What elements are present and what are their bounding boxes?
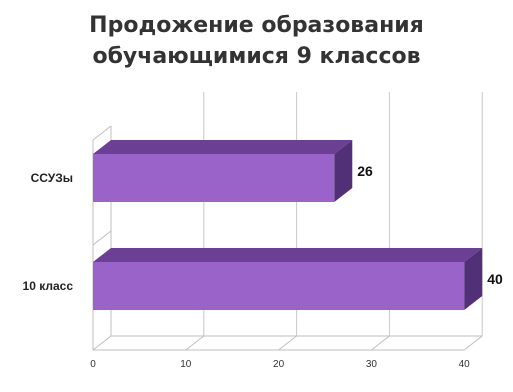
bar: [93, 154, 335, 202]
floor-depth-line: [185, 335, 205, 351]
chart-title-line-2: обучающимися 9 классов: [92, 44, 421, 69]
x-tick-label: 10: [180, 359, 192, 370]
x-tick-label: 30: [366, 359, 378, 370]
x-tick-label: 0: [90, 359, 96, 370]
category-divider: [92, 230, 112, 246]
data-label: 40: [487, 271, 503, 287]
floor-depth-line: [92, 335, 112, 351]
data-label: 26: [357, 163, 373, 179]
chart-labels: 0 10 20 30 40 26 ССУЗы 40 10 класс: [23, 163, 503, 370]
x-tick-label: 40: [459, 359, 471, 370]
category-label: 10 класс: [23, 279, 74, 293]
chart-grid: [92, 92, 483, 351]
x-tick-label: 20: [273, 359, 285, 370]
floor-depth-line: [278, 335, 297, 351]
side-wall-top-edge: [92, 125, 112, 141]
chart-title: Продожение образования обучающимися 9 кл…: [0, 10, 513, 72]
floor-depth-line: [463, 335, 483, 351]
chart-title-line-1: Продожение образования: [89, 13, 424, 38]
floor-depth-line: [371, 335, 390, 351]
bar-side-face: [334, 140, 353, 202]
category-label: ССУЗы: [31, 171, 73, 185]
bar-side-face: [464, 248, 483, 310]
bar-top-face: [93, 140, 353, 154]
bar: [93, 262, 465, 310]
bar-top-face: [93, 248, 483, 262]
chart-bars: [93, 140, 483, 310]
